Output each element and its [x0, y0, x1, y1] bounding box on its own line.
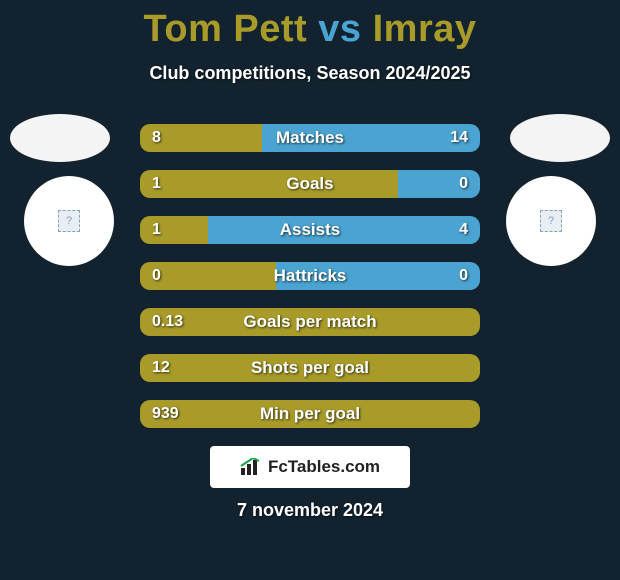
stat-bar-row: Shots per goal12	[140, 354, 480, 382]
player1-bar-segment	[140, 354, 480, 382]
player1-avatar	[10, 114, 110, 162]
stat-bar-track	[140, 262, 480, 290]
player2-bar-segment	[398, 170, 480, 198]
stat-bars: Matches814 Goals10 Assists14 Hattricks00 Goa…	[140, 124, 480, 446]
date-label: 7 november 2024	[0, 500, 620, 521]
player2-bar-segment	[208, 216, 480, 244]
player1-bar-segment	[140, 216, 208, 244]
stat-bar-row: Goals10	[140, 170, 480, 198]
player1-bar-segment	[140, 400, 480, 428]
stat-bar-row: Min per goal939	[140, 400, 480, 428]
player1-bar-segment	[140, 170, 398, 198]
barchart-icon	[240, 458, 262, 476]
player1-bar-segment	[140, 124, 262, 152]
subtitle: Club competitions, Season 2024/2025	[0, 63, 620, 84]
player2-bar-segment	[262, 124, 480, 152]
player2-name: Imray	[373, 8, 477, 50]
image-placeholder-icon: ?	[58, 210, 80, 232]
stat-bar-row: Assists14	[140, 216, 480, 244]
stat-bar-track	[140, 124, 480, 152]
player1-club-badge: ?	[24, 176, 114, 266]
stat-bar-track	[140, 400, 480, 428]
stat-bar-row: Goals per match0.13	[140, 308, 480, 336]
stat-bar-track	[140, 170, 480, 198]
fctables-logo: FcTables.com	[210, 446, 410, 488]
vs-text: vs	[307, 8, 372, 50]
image-placeholder-icon: ?	[540, 210, 562, 232]
player2-avatar	[510, 114, 610, 162]
player2-club-badge: ?	[506, 176, 596, 266]
stat-bar-track	[140, 308, 480, 336]
player1-bar-segment	[140, 308, 480, 336]
player2-bar-segment	[276, 262, 480, 290]
comparison-title: Tom Pett vs Imray	[0, 0, 620, 51]
stat-bar-row: Matches814	[140, 124, 480, 152]
player1-name: Tom Pett	[143, 8, 307, 50]
stat-bar-row: Hattricks00	[140, 262, 480, 290]
player1-bar-segment	[140, 262, 276, 290]
stat-bar-track	[140, 216, 480, 244]
logo-text: FcTables.com	[268, 457, 380, 477]
stat-bar-track	[140, 354, 480, 382]
